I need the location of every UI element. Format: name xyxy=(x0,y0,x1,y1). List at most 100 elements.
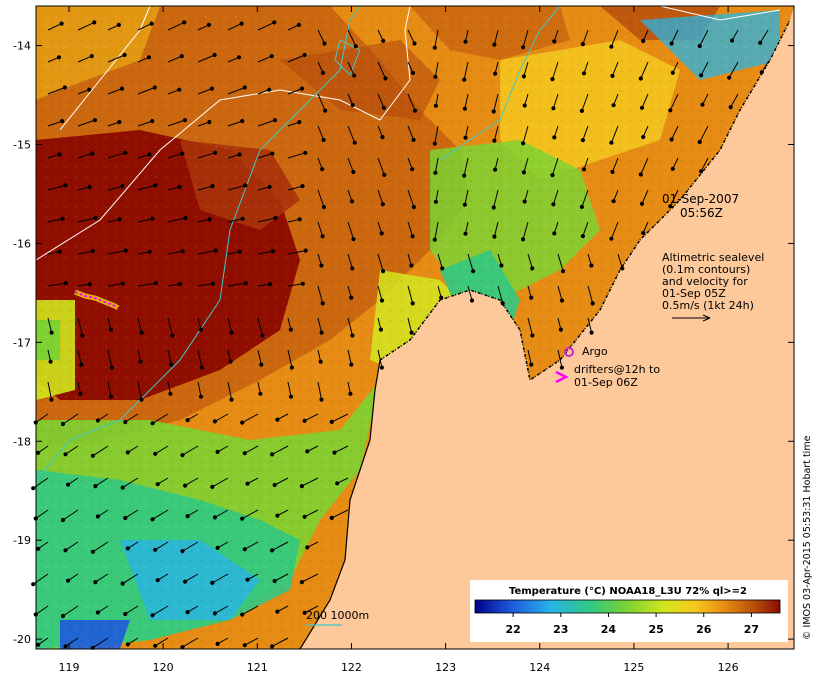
velocity-arrow-head xyxy=(267,184,272,189)
velocity-arrow-head xyxy=(56,55,62,60)
velocity-arrow-head xyxy=(210,184,215,189)
velocity-arrow-head xyxy=(349,295,354,300)
velocity-arrow xyxy=(464,189,469,205)
velocity-arrow xyxy=(122,477,139,489)
velocity-arrow-head xyxy=(36,450,41,455)
velocity-arrow xyxy=(557,285,563,301)
velocity-arrow xyxy=(271,445,289,455)
velocity-arrow-head xyxy=(183,215,188,221)
velocity-arrow xyxy=(552,61,559,80)
velocity-arrow xyxy=(407,285,414,304)
velocity-arrow xyxy=(122,573,139,585)
velocity-arrow-head xyxy=(352,140,357,145)
velocity-arrow-head xyxy=(379,298,385,303)
velocity-arrow xyxy=(557,253,564,272)
velocity-arrow xyxy=(77,153,93,159)
velocity-arrow-head xyxy=(270,151,275,156)
velocity-arrow xyxy=(197,185,213,191)
velocity-arrow xyxy=(167,217,186,223)
velocity-arrow-head xyxy=(63,644,68,649)
velocity-arrow-head xyxy=(243,281,248,286)
velocity-arrow-head xyxy=(350,266,355,271)
velocity-arrow-head xyxy=(236,55,242,60)
velocity-arrow xyxy=(137,218,153,223)
velocity-arrow xyxy=(377,157,385,176)
velocity-arrow xyxy=(610,125,619,143)
velocity-arrow-head xyxy=(558,327,564,332)
lon-tick-label: 125 xyxy=(623,661,644,674)
velocity-arrow-head xyxy=(95,418,101,423)
velocity-arrow xyxy=(107,152,126,159)
velocity-arrow xyxy=(287,349,293,368)
velocity-arrow-head xyxy=(288,394,294,399)
lon-tick-label: 124 xyxy=(529,661,550,674)
velocity-arrow xyxy=(463,61,469,80)
colorbar: Temperature (°C) NOAA18_L3U 72% ql>=2 22… xyxy=(470,580,788,642)
velocity-arrow-head xyxy=(380,135,385,140)
colorbar-ticks: 22 23 24 25 26 27 xyxy=(505,613,759,636)
velocity-arrow xyxy=(167,153,183,159)
velocity-arrow-head xyxy=(302,610,307,615)
velocity-arrow xyxy=(331,509,349,519)
lat-tick-label: -18 xyxy=(13,435,31,448)
velocity-arrow-head xyxy=(79,362,84,367)
velocity-arrow xyxy=(434,221,439,240)
velocity-arrow-head xyxy=(149,21,154,26)
velocity-arrow xyxy=(582,221,589,237)
velocity-arrow-head xyxy=(381,38,386,43)
velocity-arrow xyxy=(347,125,356,143)
velocity-arrow xyxy=(377,61,386,79)
velocity-arrow-head xyxy=(521,74,527,79)
velocity-arrow xyxy=(617,253,623,269)
velocity-arrow-head xyxy=(59,21,64,26)
velocity-arrow-head xyxy=(521,237,526,242)
velocity-arrow xyxy=(137,23,152,31)
velocity-arrow xyxy=(244,637,259,646)
velocity-arrow xyxy=(287,152,306,159)
velocity-arrow xyxy=(582,125,589,141)
velocity-arrow xyxy=(227,120,243,127)
velocity-arrow-head xyxy=(120,485,125,490)
velocity-arrow-head xyxy=(469,298,475,303)
velocity-arrow xyxy=(347,221,354,240)
drifter-label-1: drifters@12h to xyxy=(574,363,660,376)
velocity-arrow xyxy=(377,253,384,272)
velocity-arrow-head xyxy=(31,486,36,491)
velocity-arrow xyxy=(77,21,95,31)
velocity-arrow-head xyxy=(303,150,308,155)
velocity-arrow-head xyxy=(462,173,467,178)
velocity-arrow-head xyxy=(302,514,307,519)
velocity-arrow xyxy=(95,573,109,583)
velocity-arrow xyxy=(227,381,232,400)
velocity-arrow-head xyxy=(125,642,130,647)
velocity-arrows xyxy=(31,20,769,650)
velocity-arrow-head xyxy=(329,515,334,521)
velocity-arrow-head xyxy=(639,105,645,110)
altimetry-line-5: 0.5m/s (1kt 24h) xyxy=(662,299,754,312)
date-label: 01-Sep-2007 xyxy=(662,192,739,206)
velocity-arrow-head xyxy=(90,549,96,554)
velocity-arrow xyxy=(167,119,186,127)
velocity-arrow-head xyxy=(492,138,497,143)
velocity-arrow xyxy=(227,218,243,223)
velocity-arrow-head xyxy=(93,484,98,489)
velocity-arrow-head xyxy=(758,40,763,45)
velocity-arrow xyxy=(552,93,559,109)
velocity-arrow xyxy=(62,509,79,521)
velocity-arrow xyxy=(65,637,79,647)
velocity-arrow xyxy=(154,445,169,455)
velocity-arrow-head xyxy=(242,85,247,90)
velocity-arrow-head xyxy=(521,170,527,175)
velocity-arrow xyxy=(641,93,649,108)
velocity-arrow xyxy=(527,349,532,365)
velocity-arrow xyxy=(197,349,203,368)
velocity-arrow-head xyxy=(95,514,101,519)
velocity-arrow-head xyxy=(351,169,356,175)
argo-legend: Argo xyxy=(564,345,608,358)
velocity-arrow xyxy=(467,285,473,301)
velocity-arrow xyxy=(47,218,63,223)
velocity-arrow-head xyxy=(320,70,326,76)
velocity-arrow xyxy=(523,61,529,77)
velocity-arrow-head xyxy=(492,42,497,47)
velocity-arrow-head xyxy=(463,231,468,236)
